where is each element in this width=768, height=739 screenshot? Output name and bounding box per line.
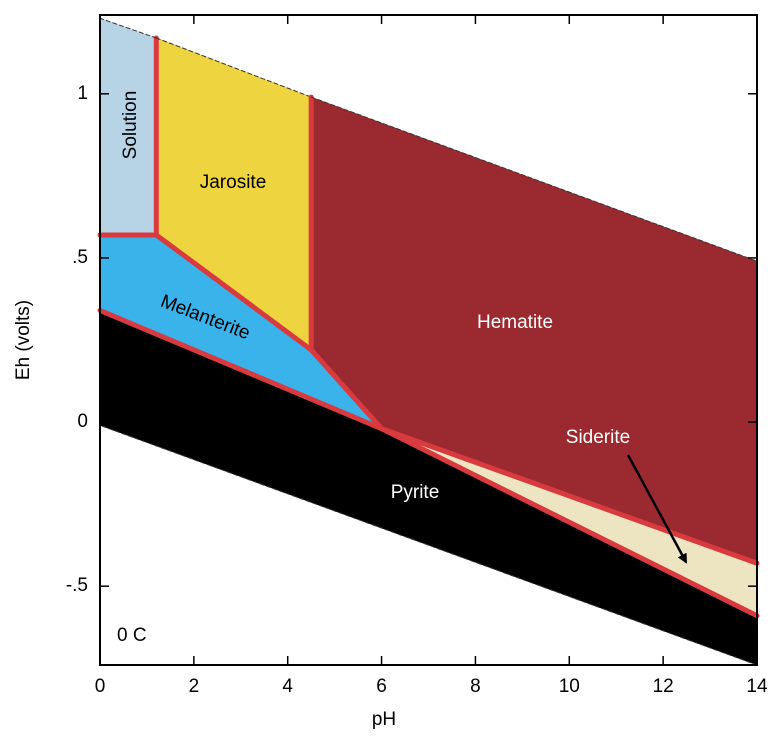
boundaries bbox=[97, 17, 760, 666]
phase-boundary bbox=[379, 426, 760, 619]
plot-frame bbox=[99, 14, 758, 666]
phase-boundary bbox=[379, 426, 760, 566]
x-axis-label: pH bbox=[372, 709, 396, 730]
region-label: Solution bbox=[120, 91, 141, 160]
x-tick-label: 14 bbox=[746, 676, 768, 697]
region-label: Siderite bbox=[566, 427, 630, 448]
x-tick-label: 2 bbox=[189, 676, 200, 697]
water-limit bbox=[155, 37, 312, 98]
phase-boundary bbox=[153, 232, 314, 353]
region-label: Pyrite bbox=[391, 482, 440, 503]
y-tick-label: .5 bbox=[72, 247, 88, 268]
axes: 0 2 4 6 8 10 12 14 -.5 0 .5 1 bbox=[66, 14, 768, 697]
temperature-annotation: 0 C bbox=[117, 625, 147, 646]
x-tick-label: 8 bbox=[470, 676, 481, 697]
y-tick-label: 1 bbox=[77, 83, 88, 104]
water-limit bbox=[99, 17, 157, 39]
region-label: Hematite bbox=[477, 312, 553, 333]
water-limit bbox=[99, 424, 758, 666]
y-tick-label: 0 bbox=[77, 411, 88, 432]
siderite-arrow bbox=[626, 454, 688, 564]
x-tick-label: 12 bbox=[653, 676, 674, 697]
x-tick-label: 4 bbox=[282, 676, 293, 697]
water-limit bbox=[310, 96, 758, 262]
phase-boundary bbox=[97, 307, 385, 432]
x-tick-label: 6 bbox=[376, 676, 387, 697]
region-label: Jarosite bbox=[200, 172, 267, 193]
x-tick-label: 10 bbox=[559, 676, 580, 697]
y-tick-label: -.5 bbox=[66, 575, 88, 596]
y-axis-label: Eh (volts) bbox=[13, 300, 34, 380]
phase-boundary bbox=[308, 347, 385, 432]
x-tick-label: 0 bbox=[95, 676, 106, 697]
